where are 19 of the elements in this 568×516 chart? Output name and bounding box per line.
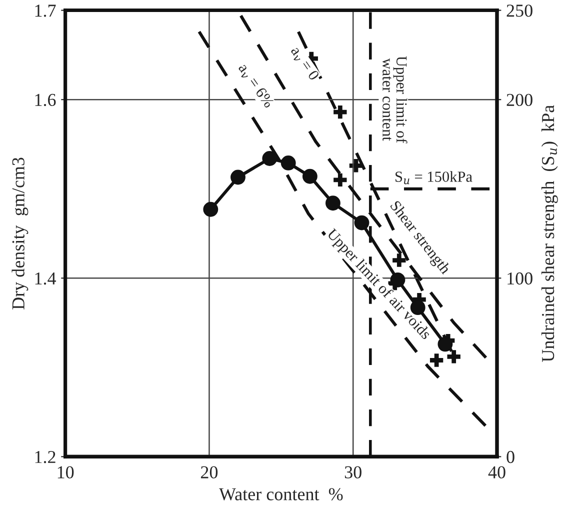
y-tick-label: 1.4 xyxy=(35,272,56,285)
annotation: Upper limit of water content xyxy=(382,56,408,144)
annotation: a$_{v}$ = 6% xyxy=(236,62,275,110)
y-axis-title: Dry density gm/cm3 xyxy=(12,158,28,310)
y-tick-label: 1.7 xyxy=(35,4,56,17)
y2-tick-label: 200 xyxy=(506,94,532,106)
y-tick-label: 1.2 xyxy=(35,450,56,464)
y2-tick-label: 250 xyxy=(506,4,532,17)
y-tick-label: 1.6 xyxy=(35,94,56,106)
x-tick-label: 10 xyxy=(58,466,74,478)
y2-axis-title: Undrained shear strength (S$_{u}$) kPa xyxy=(541,105,558,362)
x-tick-label: 40 xyxy=(488,466,506,478)
y2-tick-label: 100 xyxy=(508,272,532,285)
x-tick-label: 20 xyxy=(200,466,218,478)
annotation: S$_{u}$ = 150kPa xyxy=(396,171,472,184)
x-axis-title: Water content % xyxy=(218,488,343,500)
annotation: a$_{v}$ = 0 xyxy=(288,45,320,82)
y2-tick-label: 0 xyxy=(506,450,514,464)
x-tick-label: 30 xyxy=(344,466,362,478)
